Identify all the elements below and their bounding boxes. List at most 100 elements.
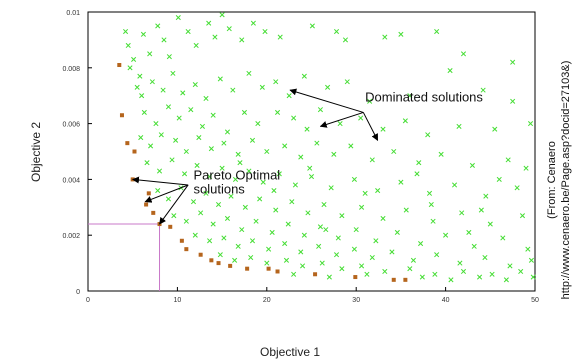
- dominated-point: [188, 107, 194, 113]
- dominated-point: [451, 182, 458, 188]
- dominated-point: [173, 137, 179, 143]
- dominated-point: [358, 115, 364, 121]
- dominated-point: [212, 34, 218, 40]
- dominated-point: [166, 54, 172, 60]
- dominated-point: [514, 185, 520, 191]
- dominated-point: [147, 51, 153, 57]
- dominated-point: [170, 70, 176, 76]
- dominated-point: [277, 34, 283, 40]
- dominated-solutions-label: Dominated solutions: [365, 89, 483, 104]
- reference-lines: [88, 223, 161, 291]
- dominated-arrow: [362, 112, 379, 141]
- dominated-point: [221, 140, 227, 146]
- dominated-point: [155, 23, 161, 29]
- dominated-arrow: [319, 111, 364, 128]
- pareto-point: [179, 238, 184, 243]
- dominated-point: [471, 243, 477, 249]
- dominated-point: [156, 168, 163, 174]
- dominated-point: [276, 171, 282, 177]
- dominated-point: [140, 31, 146, 37]
- dominated-point: [141, 109, 147, 115]
- dominated-point: [359, 204, 365, 210]
- pareto-point: [266, 266, 271, 271]
- dominated-point: [301, 232, 307, 238]
- pareto-point: [275, 269, 280, 274]
- dominated-point: [239, 227, 245, 233]
- dominated-point: [518, 268, 524, 275]
- dominated-point: [339, 213, 345, 219]
- dominated-point: [291, 115, 297, 121]
- dominated-point: [382, 34, 388, 40]
- x-axis-ticks: 0 10 20 30 40 50: [86, 287, 539, 304]
- dominated-point: [273, 207, 279, 213]
- dominated-point: [331, 151, 337, 157]
- dominated-point: [414, 171, 420, 177]
- dominated-point: [169, 157, 175, 163]
- dominated-point: [149, 79, 155, 85]
- dominated-point: [317, 224, 323, 230]
- dominated-point: [235, 151, 241, 157]
- source-note-line-1: (From: Cenaero: [546, 141, 558, 219]
- dominated-point: [353, 227, 359, 233]
- x-tick-label: 20: [263, 297, 271, 304]
- dominated-point: [492, 126, 498, 132]
- dominated-point: [402, 118, 408, 124]
- dominated-point: [203, 95, 209, 102]
- dominated-point: [127, 65, 133, 71]
- dominated-point: [367, 98, 373, 104]
- dominated-point: [255, 121, 261, 127]
- dominated-point: [192, 232, 198, 238]
- dominated-point: [438, 151, 444, 157]
- pareto-arrow: [159, 184, 189, 225]
- dominated-point: [235, 243, 241, 249]
- dominated-point: [459, 210, 465, 216]
- dominated-point: [271, 188, 277, 194]
- dominated-point: [460, 51, 467, 57]
- dominated-point: [260, 179, 266, 185]
- dominated-point: [171, 213, 177, 219]
- dominated-point: [434, 28, 440, 35]
- dominated-point: [305, 210, 311, 216]
- dominated-point: [418, 241, 424, 247]
- pareto-point: [151, 210, 156, 215]
- dominated-point: [351, 176, 357, 182]
- dominated-point: [432, 271, 438, 277]
- dominated-point: [382, 268, 388, 275]
- dominated-point: [242, 204, 248, 210]
- dominated-point: [369, 254, 375, 261]
- dominated-point: [301, 73, 307, 79]
- plot-frame: [87, 11, 536, 292]
- y-axis-ticks: 0 0.002 0.004 0.006 0.008 0.01: [62, 10, 92, 296]
- source-note-line-2: http://www.cenaero.be/Page.asp?docid=271…: [560, 61, 572, 300]
- dominated-series: [122, 12, 536, 283]
- dominated-point: [489, 271, 495, 277]
- dominated-point: [183, 148, 189, 155]
- pareto-point: [132, 149, 137, 154]
- annotation-arrows: [132, 88, 379, 225]
- dominated-point: [300, 263, 306, 269]
- dominated-point: [199, 123, 205, 129]
- dominated-point: [250, 20, 256, 26]
- dominated-point: [500, 235, 506, 241]
- dominated-point: [326, 274, 332, 280]
- pareto-point: [198, 252, 203, 257]
- x-tick-label: 40: [442, 297, 450, 304]
- dominated-point: [325, 84, 331, 90]
- dominated-point: [510, 98, 516, 104]
- dominated-point: [219, 12, 225, 18]
- dominated-point: [425, 132, 431, 138]
- dominated-point: [505, 157, 511, 163]
- dominated-point: [333, 28, 340, 35]
- dominated-point: [257, 196, 263, 202]
- dominated-point: [503, 277, 509, 283]
- dominated-arrow: [289, 88, 364, 113]
- dominated-point: [210, 112, 216, 118]
- dominated-point: [274, 109, 281, 115]
- y-tick-label: 0.004: [62, 177, 80, 184]
- dominated-point: [362, 190, 368, 196]
- dominated-point: [181, 171, 188, 177]
- dominated-point: [398, 31, 404, 37]
- dominated-point: [192, 81, 198, 88]
- dominated-point: [496, 176, 502, 182]
- dominated-point: [248, 254, 254, 261]
